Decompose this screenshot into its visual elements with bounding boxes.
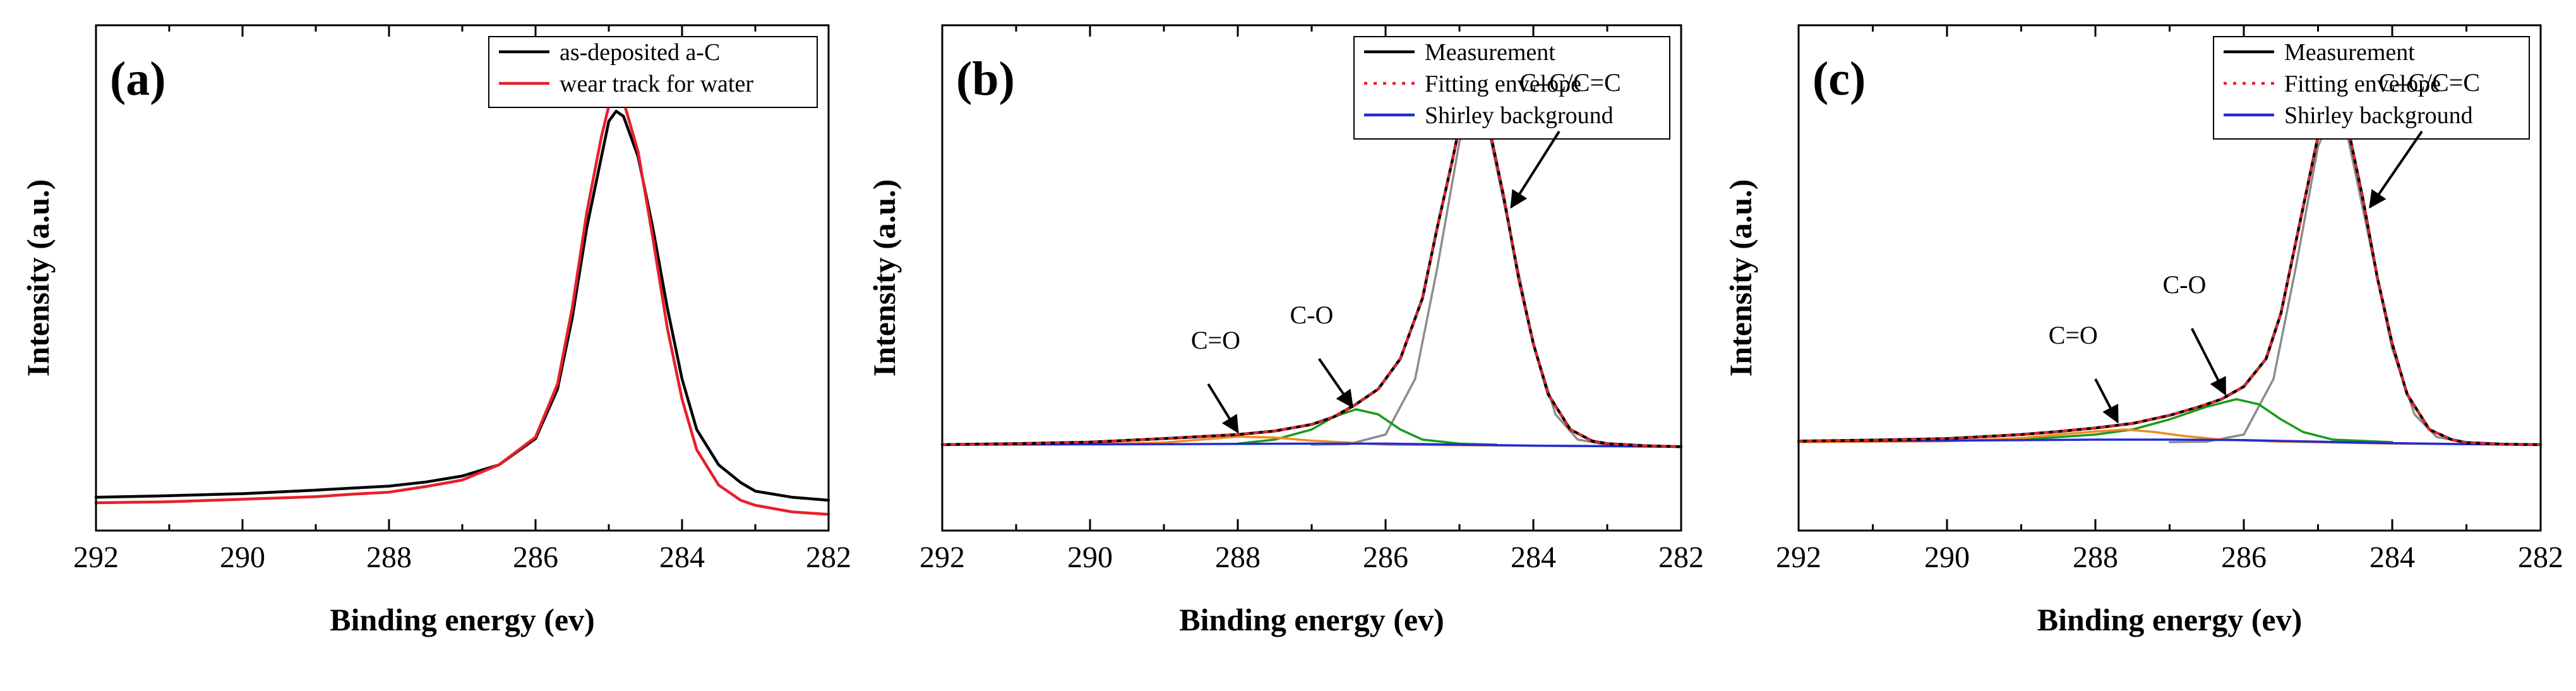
legend-label-fitting-envelope: Fitting envelope	[1425, 71, 1581, 97]
series-line-c-c-c-c	[1310, 105, 1609, 446]
series-line-c-c-c-c	[2168, 110, 2468, 443]
annotation-label: C–C/C=C	[2379, 68, 2480, 97]
annotation-c-o: C=O	[2049, 321, 2119, 424]
legend-box	[488, 36, 818, 108]
annotation-arrow	[1318, 358, 1353, 409]
annotation-label: C=O	[2049, 321, 2098, 349]
annotation-arrow	[1207, 383, 1239, 434]
annotation-arrow	[1510, 130, 1561, 209]
series-line-fitting-envelope	[941, 100, 1682, 448]
chart-panel-2: 292 290 288 286 284 282 Binding energy (ev) Int…	[866, 24, 1704, 637]
annotation-label: C-O	[1290, 301, 1334, 329]
x-tick-label: 288	[366, 541, 412, 574]
annotation-c-o: C-O	[2163, 270, 2227, 396]
legend-label-fitting-envelope: Fitting envelope	[2284, 71, 2441, 97]
series-line-c-o	[2020, 398, 2393, 443]
x-tick-label: 288	[2073, 541, 2118, 574]
annotation-arrow	[2369, 130, 2423, 209]
x-axis-title: Binding energy (ev)	[330, 602, 594, 637]
x-tick-label: 288	[1215, 541, 1261, 574]
x-tick-label: 284	[659, 541, 705, 574]
annotation-label: C–C/C=C	[1519, 68, 1620, 97]
annotation-label: C-O	[2163, 270, 2207, 299]
x-axis-title: Binding energy (ev)	[1179, 602, 1444, 637]
legend-label-as-deposited-a-c: as-deposited a-C	[560, 39, 720, 66]
legend-label-shirley-background: Shirley background	[1425, 102, 1614, 129]
chart-panel-1: 292 290 288 286 284 282 Binding energy (ev) Int…	[20, 24, 851, 637]
annotation-c-o: C=O	[1191, 326, 1240, 434]
x-tick-label: 284	[2369, 541, 2415, 574]
x-tick-label: 292	[920, 541, 965, 574]
x-tick-label: 286	[513, 541, 558, 574]
panel-label: (c)	[1812, 52, 1866, 105]
panel-label: (a)	[110, 52, 166, 105]
legend-label-wear-track-for-water: wear track for water	[560, 71, 753, 97]
x-tick-label: 292	[1776, 541, 1821, 574]
annotation-c-c-c-c: C–C/C=C	[1510, 68, 1621, 209]
legend-label-measurement: Measurement	[1425, 39, 1555, 66]
annotation-c-c-c-c: C–C/C=C	[2369, 68, 2480, 209]
x-tick-label: 282	[2518, 541, 2563, 574]
legend: Measurement Fitting envelope Shirley backg…	[1353, 36, 1670, 140]
x-tick-label: 284	[1511, 541, 1556, 574]
annotation-arrow	[2094, 378, 2119, 424]
annotation-c-o: C-O	[1290, 301, 1353, 409]
x-tick-label: 282	[1658, 541, 1704, 574]
x-tick-label: 286	[1363, 541, 1408, 574]
y-axis-title: Intensity (a.u.)	[1723, 179, 1758, 377]
legend: Measurement Fitting envelope Shirley backg…	[2213, 36, 2530, 140]
x-tick-label: 290	[220, 541, 265, 574]
x-tick-label: 290	[1067, 541, 1113, 574]
annotation-label: C=O	[1191, 326, 1240, 354]
series-line-shirley-background	[941, 442, 1682, 448]
series-line-as-deposited-a-c	[94, 109, 830, 502]
x-tick-label: 282	[806, 541, 851, 574]
x-tick-label: 286	[2221, 541, 2267, 574]
series-line-measurement	[940, 99, 1683, 448]
series-line-fitting-envelope	[1797, 105, 2542, 446]
x-axis-title: Binding energy (ev)	[2037, 602, 2302, 637]
chart-panel-3: 292 290 288 286 284 282 Binding energy (ev) Int…	[1723, 24, 2563, 637]
series-line-c-o	[1237, 408, 1498, 446]
y-axis-title: Intensity (a.u.)	[866, 179, 902, 377]
x-tick-label: 290	[1924, 541, 1970, 574]
legend-box	[1353, 36, 1670, 140]
annotation-arrow	[2190, 328, 2227, 396]
x-tick-label: 292	[73, 541, 119, 574]
legend: as-deposited a-C wear track for water	[488, 36, 818, 108]
legend-label-shirley-background: Shirley background	[2284, 102, 2473, 129]
y-axis-title: Intensity (a.u.)	[20, 179, 56, 377]
legend-box	[2213, 36, 2530, 140]
legend-label-measurement: Measurement	[2284, 39, 2415, 66]
series-line-wear-track-for-water	[94, 94, 830, 516]
panel-label: (b)	[956, 52, 1015, 105]
series-line-shirley-background	[1797, 438, 2542, 446]
